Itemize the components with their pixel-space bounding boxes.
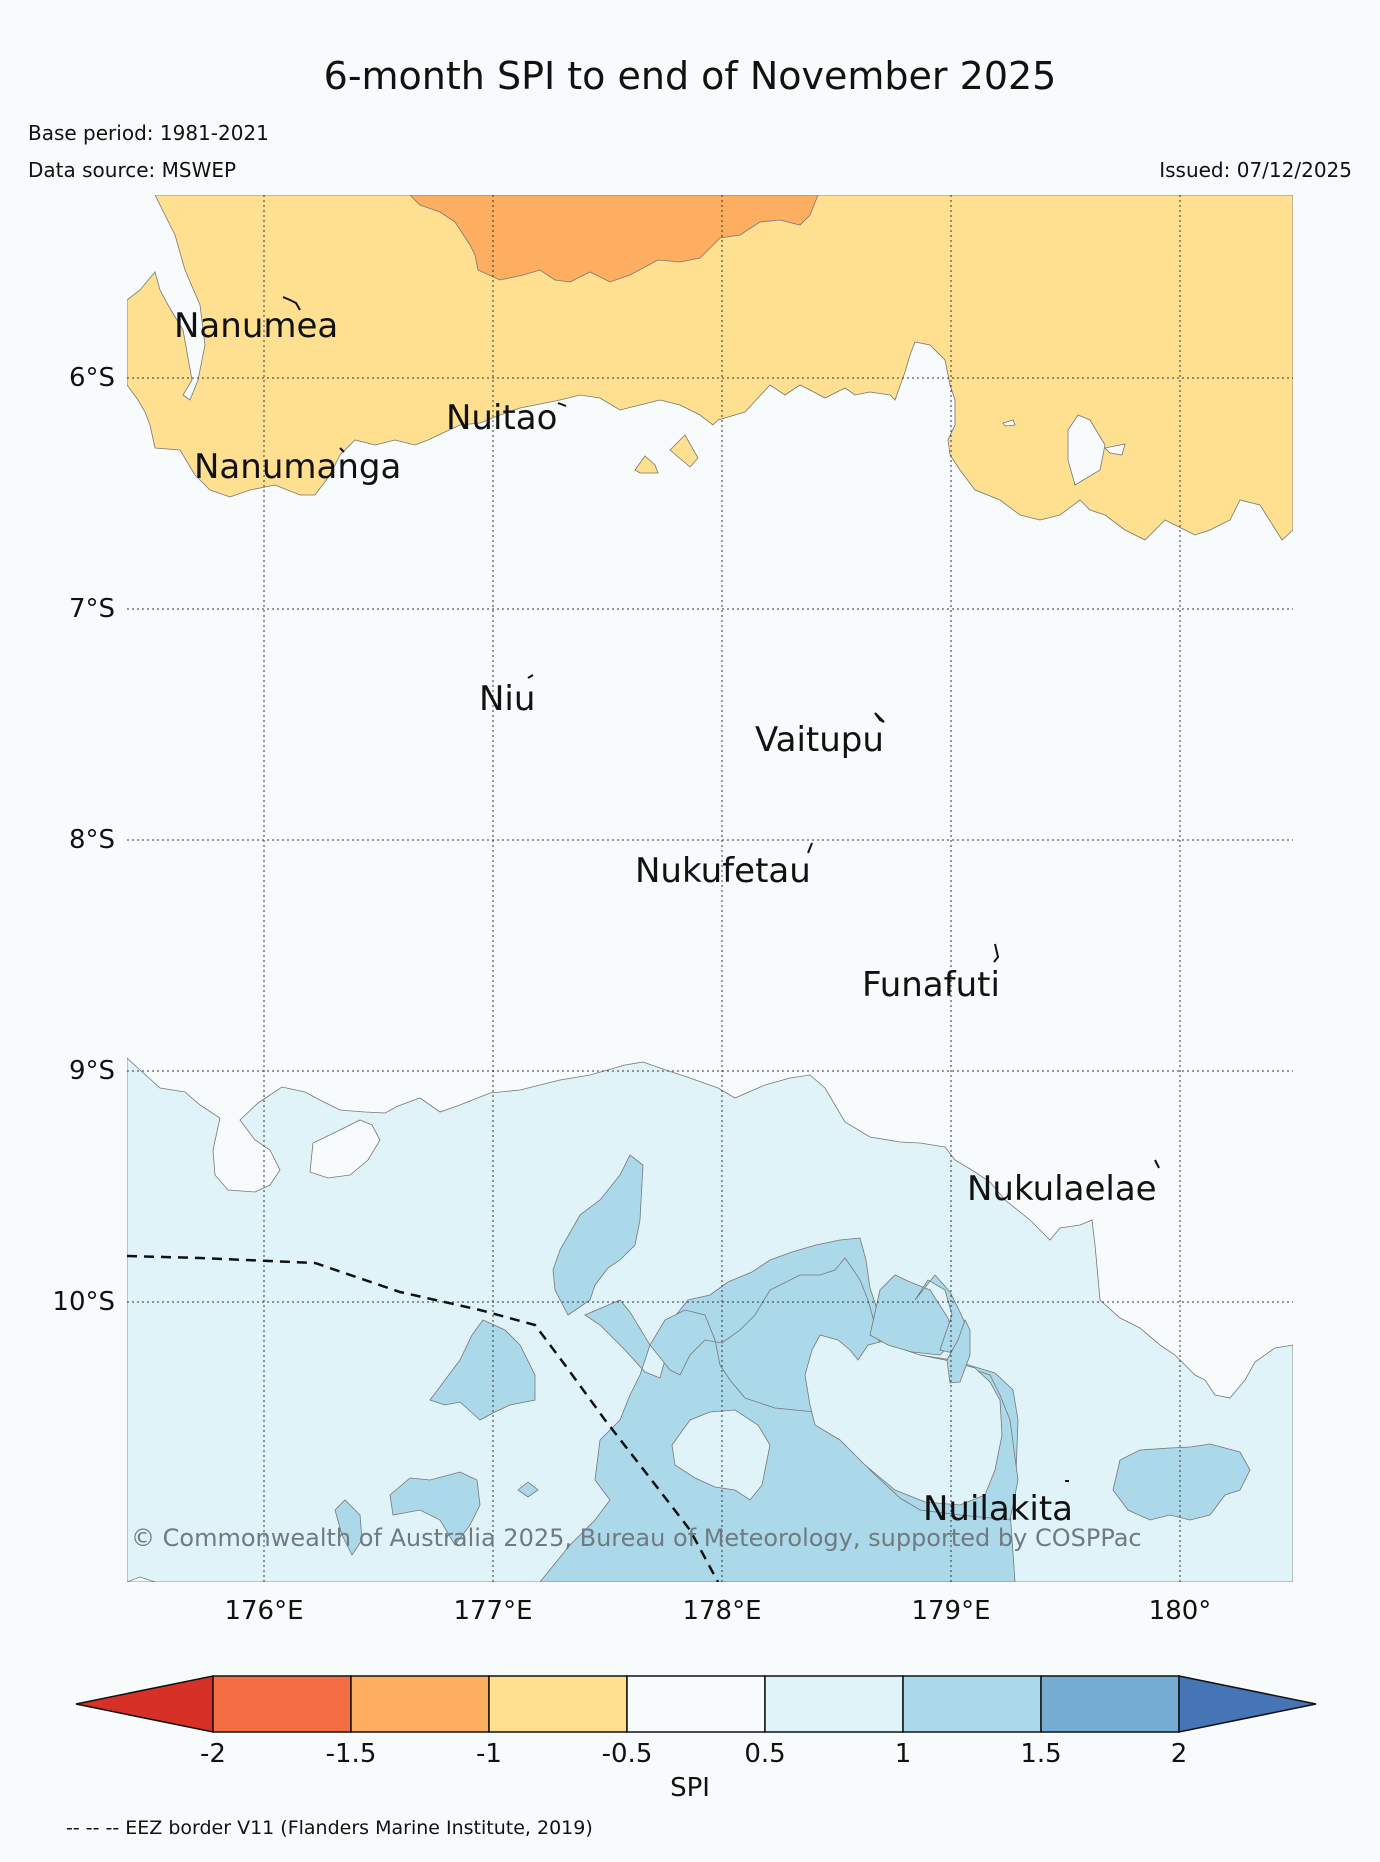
place-label-nukufetau: Nukufetau [635,851,811,891]
colorbar-tick: -1 [476,1739,502,1769]
lat-label: 8°S [68,825,115,855]
place-label-nanumanga: Nanumanga [194,447,401,487]
island-niu [527,674,534,679]
spi-map: Nanumea Nuitao Nanumanga Niu Vaitupu Nukufeta… [127,195,1293,1582]
place-label-nukulaelae: Nukulaelae [967,1169,1157,1209]
place-labels: Nanumea Nuitao Nanumanga Niu Vaitupu Nukufeta… [174,306,1157,1529]
island-funafuti [993,943,1000,963]
drier-region [409,195,819,283]
eez-border [127,1254,720,1582]
island-nuitao [557,402,567,407]
colorbar-tick: -0.5 [601,1739,653,1769]
colorbar-tick: 0.5 [744,1739,786,1769]
dry-region [127,195,1293,541]
colorbar-segment [902,1675,1042,1733]
lon-label: 177°E [453,1596,533,1626]
colorbar-label: SPI [670,1773,710,1803]
island-vaitupu [874,712,885,723]
colorbar-tick: 1.5 [1020,1739,1062,1769]
copyright-text: © Commonwealth of Australia 2025, Bureau… [131,1524,1142,1552]
map-title: 6-month SPI to end of November 2025 [323,54,1057,98]
wetter-region-4 [429,1319,536,1421]
colorbar-extend-low [75,1675,214,1733]
lat-label: 6°S [68,363,115,393]
place-label-nuitao: Nuitao [446,398,557,438]
colorbar-tick: 1 [894,1739,912,1769]
colorbar-segment [488,1675,628,1733]
place-label-vaitupu: Vaitupu [755,720,884,760]
base-period: Base period: 1981-2021 [28,121,269,145]
place-label-funafuti: Funafuti [862,965,1000,1005]
place-label-nanumea: Nanumea [174,306,338,346]
island-nanumanga [339,447,345,453]
colorbar-tick: 2 [1170,1739,1188,1769]
colorbar-segment [1040,1675,1180,1733]
colorbar-segment [212,1675,352,1733]
lon-label: 178°E [682,1596,762,1626]
lat-label: 9°S [68,1056,115,1086]
spi-map-svg: Nanumea Nuitao Nanumanga Niu Vaitupu Nukufeta… [127,195,1293,1582]
island-nukufetau [807,842,813,854]
wetter-region-5 [389,1471,481,1546]
place-label-nuilakita: Nuilakita [923,1489,1073,1529]
lon-label: 179°E [911,1596,991,1626]
data-source: Data source: MSWEP [28,158,237,182]
lat-label: 10°S [52,1287,115,1317]
islands [282,296,1160,1482]
graticule [127,195,1293,1582]
colorbar-segment [350,1675,490,1733]
lon-label: 176°E [224,1596,304,1626]
lat-label: 7°S [68,594,115,624]
lon-label: 180° [1148,1596,1212,1626]
wetter-region-6 [1112,1443,1251,1521]
island-nukulaelae [1154,1159,1160,1169]
colorbar-tick: -2 [200,1739,226,1769]
eez-legend-note: -- -- -- EEZ border V11 (Flanders Marine… [66,1817,593,1839]
issued-date: Issued: 07/12/2025 [1159,158,1352,182]
place-label-niu: Niu [479,679,535,719]
wetter-region-3 [552,1154,644,1316]
colorbar-segment [764,1675,904,1733]
colorbar-extend-high [1178,1675,1317,1733]
colorbar-segment [626,1675,766,1733]
colorbar-tick: -1.5 [325,1739,377,1769]
island-nanumea [282,296,301,311]
